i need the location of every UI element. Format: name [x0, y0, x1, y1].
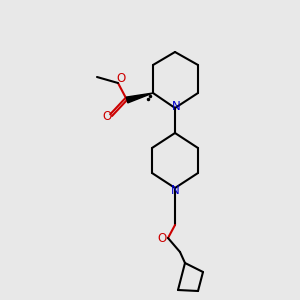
Text: O: O: [102, 110, 112, 124]
Polygon shape: [126, 93, 153, 103]
Text: N: N: [172, 100, 180, 113]
Text: N: N: [171, 184, 179, 196]
Text: O: O: [116, 71, 126, 85]
Text: O: O: [158, 232, 166, 244]
